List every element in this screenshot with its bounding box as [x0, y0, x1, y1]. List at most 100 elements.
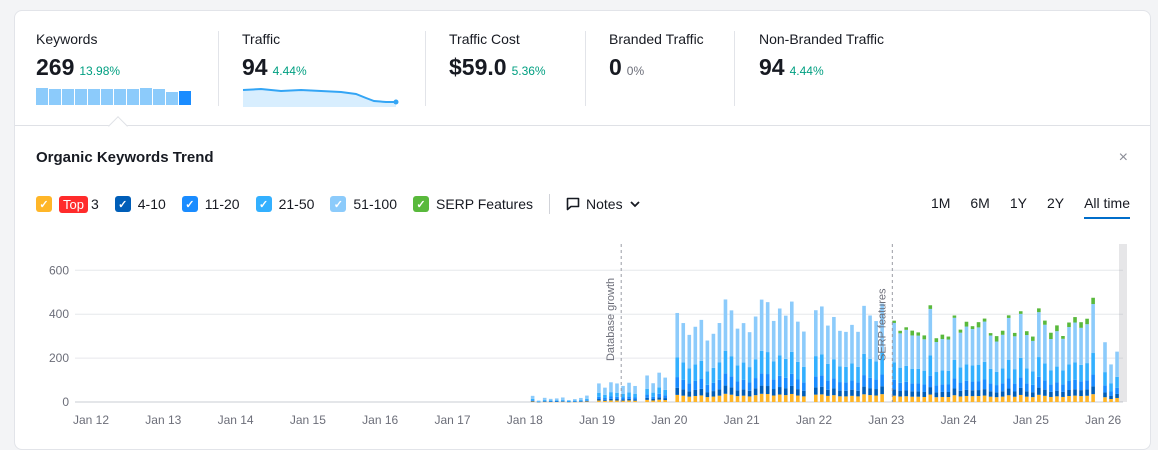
bar-segment-21-50 — [693, 364, 698, 381]
bar-segment-4-10 — [663, 398, 667, 401]
bar-segment-top3 — [615, 400, 619, 402]
bar-segment-top3 — [585, 401, 589, 402]
checkbox-icon[interactable]: ✓ — [36, 196, 52, 212]
bar-segment-21-50 — [621, 393, 625, 398]
bar-segment-4-10 — [789, 385, 794, 394]
bar-segment-21-50 — [542, 399, 547, 401]
bar-segment-top3 — [1073, 395, 1077, 402]
bar-segment-51-100 — [548, 398, 553, 401]
metric-label: Non-Branded Traffic — [759, 31, 885, 47]
bar-segment-top3 — [988, 396, 993, 402]
bar-segment-top3 — [579, 401, 583, 403]
bar-segment-4-10 — [880, 386, 884, 395]
bar-segment-51-100 — [651, 383, 655, 393]
bar-segment-51-100 — [1067, 327, 1071, 365]
bar-segment-4-10 — [627, 398, 631, 401]
bar-segment-11-20 — [826, 380, 830, 390]
checkbox-icon[interactable]: ✓ — [412, 196, 429, 212]
legend-21-50[interactable]: ✓ 21-50 — [255, 196, 314, 212]
bar-segment-4-10 — [621, 399, 625, 401]
bar-segment-11-20 — [844, 382, 848, 391]
bar-segment-4-10 — [1031, 392, 1035, 398]
bar-segment-serp — [910, 330, 915, 336]
bar-segment-21-50 — [874, 361, 878, 380]
bar-segment-4-10 — [802, 390, 806, 397]
bar-segment-21-50 — [1067, 364, 1071, 382]
bar-segment-top3 — [814, 394, 818, 402]
metric-change: 13.98% — [79, 64, 121, 78]
bar-segment-51-100 — [844, 331, 848, 367]
metrics-bar: Keywords 269 13.98% Traffic 94 4.44% — [15, 11, 1150, 126]
bar-segment-21-50 — [826, 363, 830, 381]
bar-segment-51-100 — [976, 327, 981, 365]
bar-segment-serp — [976, 322, 981, 328]
tab-2y[interactable]: 2Y — [1046, 195, 1065, 211]
bar-segment-51-100 — [705, 340, 710, 372]
bar-segment-11-20 — [814, 376, 818, 388]
checkbox-icon[interactable]: ✓ — [330, 196, 347, 212]
bar-segment-11-20 — [705, 384, 710, 393]
legend-label: 3 — [90, 196, 99, 212]
close-icon[interactable]: × — [1118, 149, 1128, 166]
checkbox-icon[interactable]: ✓ — [181, 196, 198, 212]
legend-top3[interactable]: ✓ Top 3 — [36, 195, 99, 213]
bar-segment-51-100 — [1109, 364, 1113, 384]
bar-segment-51-100 — [627, 382, 631, 393]
bar-segment-top3 — [1067, 396, 1071, 402]
bar-segment-top3 — [1091, 394, 1095, 402]
bar-segment-21-50 — [1000, 368, 1005, 384]
legend-4-10[interactable]: ✓ 4-10 — [114, 196, 166, 212]
bar-segment-51-100 — [1006, 317, 1011, 360]
legend-label: 11-20 — [204, 196, 240, 212]
tab-6m[interactable]: 6M — [970, 195, 990, 211]
x-tick-label: Jan 14 — [218, 413, 254, 427]
legend-serp-features[interactable]: ✓ SERP Features — [412, 196, 533, 212]
tab-1y[interactable]: 1Y — [1009, 195, 1027, 211]
checkbox-icon[interactable]: ✓ — [114, 196, 131, 212]
bar-segment-serp — [1073, 317, 1077, 323]
bar-segment-51-100 — [536, 400, 541, 402]
tab-1m[interactable]: 1M — [930, 195, 951, 211]
bar-segment-top3 — [723, 393, 728, 402]
bar-segment-21-50 — [1006, 359, 1011, 379]
bar-segment-top3 — [1006, 395, 1011, 402]
bar-segment-51-100 — [856, 331, 860, 367]
bar-segment-11-20 — [615, 396, 619, 400]
tab-all-time[interactable]: All time — [1084, 195, 1130, 219]
bar-segment-11-20 — [820, 375, 824, 387]
bar-segment-4-10 — [741, 389, 746, 396]
checkbox-icon[interactable]: ✓ — [255, 196, 272, 212]
bar-segment-11-20 — [711, 382, 716, 392]
notes-dropdown[interactable]: Notes — [566, 196, 648, 212]
bar-segment-11-20 — [735, 381, 740, 391]
bar-segment-4-10 — [573, 401, 577, 403]
bar-segment-4-10 — [868, 388, 872, 396]
legend-11-20[interactable]: ✓ 11-20 — [181, 196, 240, 212]
bar-segment-51-100 — [675, 312, 680, 358]
bar-segment-51-100 — [1000, 334, 1005, 369]
keywords-sparkbars — [36, 87, 191, 105]
bar-segment-11-20 — [1043, 380, 1047, 390]
bar-segment-4-10 — [603, 399, 607, 401]
bar-segment-51-100 — [609, 382, 613, 393]
bar-segment-top3 — [1024, 396, 1029, 402]
bar-segment-21-50 — [657, 387, 661, 394]
metric-traffic-cost[interactable]: Traffic Cost $59.0 5.36% — [449, 31, 546, 81]
bar-segment-4-10 — [1067, 390, 1071, 397]
bar-segment-top3 — [1061, 396, 1065, 402]
metric-keywords[interactable]: Keywords 269 13.98% — [36, 31, 120, 81]
metric-branded-traffic[interactable]: Branded Traffic 0 0% — [609, 31, 704, 81]
bar-segment-top3 — [838, 396, 842, 402]
bar-segment-4-10 — [579, 401, 583, 402]
bar-segment-11-20 — [675, 377, 680, 388]
metric-value: 0 — [609, 54, 622, 80]
bar-segment-51-100 — [946, 339, 951, 371]
metric-traffic[interactable]: Traffic 94 4.44% — [242, 31, 307, 81]
bar-segment-11-20 — [1012, 383, 1017, 392]
metric-non-branded-traffic[interactable]: Non-Branded Traffic 94 4.44% — [759, 31, 884, 81]
legend-51-100[interactable]: ✓ 51-100 — [330, 196, 397, 212]
bar-segment-top3 — [874, 395, 878, 402]
bar-segment-21-50 — [560, 399, 565, 401]
bar-segment-51-100 — [621, 385, 625, 394]
bar-segment-4-10 — [796, 389, 800, 396]
